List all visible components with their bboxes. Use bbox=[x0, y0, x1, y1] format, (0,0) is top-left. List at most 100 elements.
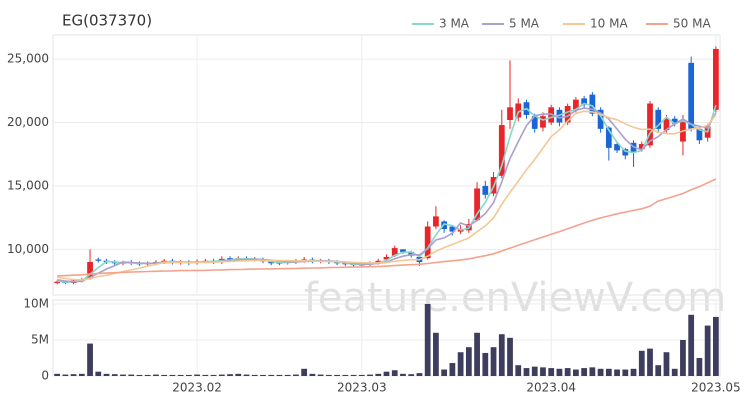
volume-bar bbox=[614, 369, 620, 376]
volume-bar bbox=[367, 374, 373, 376]
y-tick-label: 25,000 bbox=[7, 52, 49, 66]
volume-bar bbox=[663, 352, 670, 376]
candle-body bbox=[573, 99, 579, 110]
volume-bar bbox=[605, 368, 612, 376]
volume-bar bbox=[540, 367, 546, 376]
volume-bar bbox=[95, 371, 102, 376]
volume-bar bbox=[548, 368, 555, 376]
volume-bar bbox=[515, 365, 522, 376]
volume-bar bbox=[161, 374, 168, 376]
candle-body bbox=[474, 188, 480, 221]
x-tick-label: 2023.04 bbox=[526, 381, 576, 395]
y-tick-label: 10M bbox=[23, 296, 49, 310]
volume-bar bbox=[589, 367, 596, 376]
volume-bar bbox=[218, 374, 225, 376]
volume-bar bbox=[128, 374, 135, 376]
volume-bar bbox=[622, 369, 629, 376]
candle-body bbox=[605, 127, 612, 148]
volume-bar bbox=[474, 332, 480, 376]
watermark: feature.enViewV.com bbox=[304, 275, 726, 321]
candle-body bbox=[400, 249, 406, 252]
volume-bar bbox=[531, 366, 538, 376]
volume-bar bbox=[177, 374, 184, 376]
volume-bar bbox=[556, 368, 563, 376]
volume-bar bbox=[449, 363, 456, 376]
volume-bar bbox=[671, 368, 678, 376]
volume-bar bbox=[688, 314, 695, 376]
y-tick-label: 20,000 bbox=[7, 115, 49, 129]
volume-bar bbox=[309, 373, 316, 376]
y-tick-label: 10,000 bbox=[7, 242, 49, 256]
volume-bar bbox=[704, 325, 711, 376]
volume-bar bbox=[334, 374, 340, 376]
volume-bar bbox=[235, 373, 242, 376]
volume-bar bbox=[416, 373, 423, 376]
volume-bar bbox=[317, 374, 324, 376]
x-tick-label: 2023.03 bbox=[337, 381, 387, 395]
candle-body bbox=[671, 118, 678, 124]
volume-bar bbox=[70, 374, 77, 376]
volume-bar bbox=[433, 332, 439, 376]
volume-bar bbox=[120, 374, 126, 376]
volume-bar bbox=[465, 347, 472, 376]
candle-body bbox=[383, 256, 390, 260]
volume-bar bbox=[638, 350, 645, 376]
volume-bar bbox=[202, 374, 209, 376]
candle-body bbox=[482, 185, 489, 195]
candle-body bbox=[408, 251, 415, 256]
volume-bar bbox=[136, 374, 143, 376]
ma-line bbox=[56, 110, 717, 281]
volume-bar bbox=[276, 374, 283, 376]
candle-body bbox=[507, 107, 513, 120]
candle-body bbox=[581, 98, 588, 105]
candle-body bbox=[589, 94, 596, 114]
candle-body bbox=[95, 259, 102, 261]
volume-bar bbox=[358, 374, 365, 376]
candle-body bbox=[87, 262, 93, 279]
legend-label: 5 MA bbox=[509, 17, 540, 31]
candle-body bbox=[622, 149, 629, 156]
candle-body bbox=[449, 226, 456, 232]
candle-body bbox=[688, 62, 695, 129]
volume-bar bbox=[498, 334, 505, 376]
volume-bar bbox=[210, 374, 217, 376]
volume-bar bbox=[696, 357, 703, 376]
candle-body bbox=[54, 281, 60, 283]
volume-bar bbox=[111, 374, 118, 376]
volume-bar bbox=[457, 352, 464, 376]
candle-body bbox=[498, 125, 505, 176]
volume-bar bbox=[581, 368, 588, 376]
volume-bar bbox=[78, 373, 85, 376]
volume-bar bbox=[227, 374, 233, 376]
candle-body bbox=[531, 116, 538, 129]
volume-bar bbox=[153, 374, 159, 376]
y-tick-label: 0 bbox=[41, 369, 49, 383]
volume-bar bbox=[482, 352, 489, 376]
volume-bar bbox=[424, 303, 431, 376]
volume-bar bbox=[391, 370, 398, 376]
volume-bar bbox=[260, 374, 266, 376]
legend-label: 50 MA bbox=[673, 17, 711, 31]
candle-body bbox=[614, 144, 620, 151]
candle-body bbox=[227, 258, 233, 260]
volume-bar bbox=[169, 374, 176, 376]
volume-bar bbox=[523, 368, 530, 376]
x-tick-label: 2023.02 bbox=[172, 381, 222, 395]
volume-bar bbox=[251, 374, 258, 376]
volume-bar bbox=[680, 339, 686, 376]
candle-body bbox=[391, 248, 398, 256]
ma-line bbox=[57, 178, 717, 277]
volume-bar bbox=[630, 368, 637, 376]
volume-bar bbox=[408, 374, 415, 376]
candle-body bbox=[713, 48, 719, 110]
volume-bar bbox=[490, 347, 497, 376]
volume-bar bbox=[350, 374, 357, 376]
legend-label: 10 MA bbox=[590, 17, 628, 31]
candle-body bbox=[540, 116, 546, 128]
candle-body bbox=[375, 260, 382, 263]
volume-bar bbox=[194, 374, 200, 376]
volume-bar bbox=[383, 371, 390, 376]
volume-bar bbox=[507, 337, 513, 376]
